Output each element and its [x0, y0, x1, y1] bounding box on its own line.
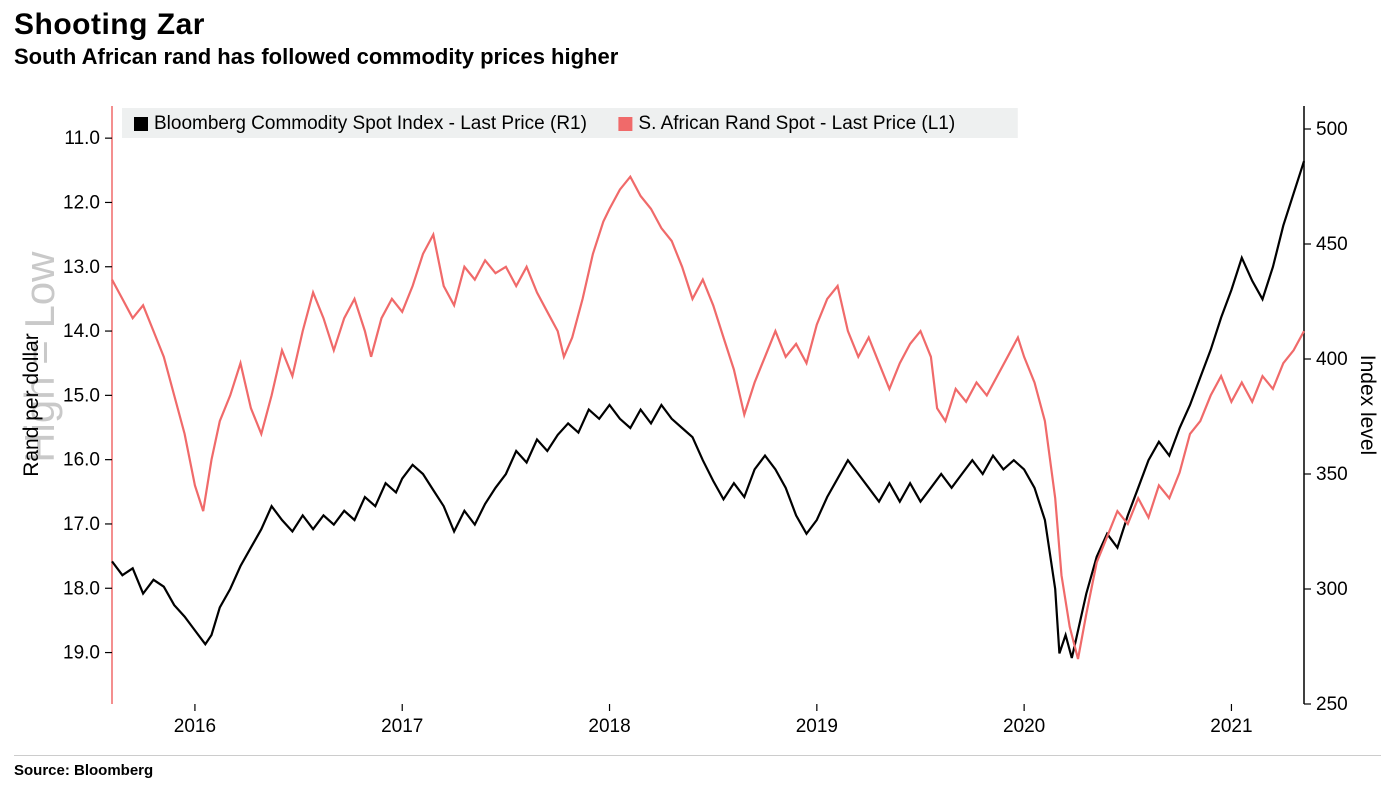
left-axis-tick-label: 14.0 [63, 321, 100, 342]
chart-plot-area: High = Low11.012.013.014.015.016.017.018… [14, 76, 1381, 756]
series-commodity_index [112, 161, 1304, 658]
right-axis-tick-label: 250 [1316, 694, 1348, 715]
right-axis-tick-label: 350 [1316, 464, 1348, 485]
series-rand_spot [112, 177, 1304, 659]
chart-container: Shooting Zar South African rand has foll… [0, 0, 1395, 785]
legend-marker [134, 117, 148, 131]
right-axis-tick-label: 300 [1316, 579, 1348, 600]
left-axis-tick-label: 16.0 [63, 450, 100, 471]
x-axis-tick-label: 2017 [381, 716, 423, 737]
right-axis-tick-label: 450 [1316, 234, 1348, 255]
x-axis-tick-label: 2016 [174, 716, 216, 737]
x-axis-tick-label: 2018 [588, 716, 630, 737]
chart-subtitle: South African rand has followed commodit… [14, 44, 1381, 70]
left-axis-tick-label: 13.0 [63, 257, 100, 278]
left-axis-tick-label: 17.0 [63, 514, 100, 535]
right-axis-tick-label: 500 [1316, 119, 1348, 140]
chart-title: Shooting Zar [14, 8, 1381, 42]
left-axis-tick-label: 12.0 [63, 192, 100, 213]
right-axis-tick-label: 400 [1316, 349, 1348, 370]
right-axis-title: Index level [1356, 355, 1379, 455]
left-axis-tick-label: 19.0 [63, 643, 100, 664]
chart-svg: High = Low11.012.013.014.015.016.017.018… [14, 76, 1381, 756]
legend-label: S. African Rand Spot - Last Price (L1) [638, 113, 955, 134]
chart-source: Source: Bloomberg [14, 762, 1381, 779]
left-axis-tick-label: 18.0 [63, 578, 100, 599]
left-axis-title: Rand per dollar [20, 333, 43, 477]
x-axis-tick-label: 2019 [796, 716, 838, 737]
x-axis-tick-label: 2021 [1210, 716, 1252, 737]
legend-marker [618, 117, 632, 131]
left-axis-tick-label: 15.0 [63, 385, 100, 406]
left-axis-tick-label: 11.0 [64, 128, 100, 149]
x-axis-tick-label: 2020 [1003, 716, 1045, 737]
legend-label: Bloomberg Commodity Spot Index - Last Pr… [154, 113, 587, 134]
